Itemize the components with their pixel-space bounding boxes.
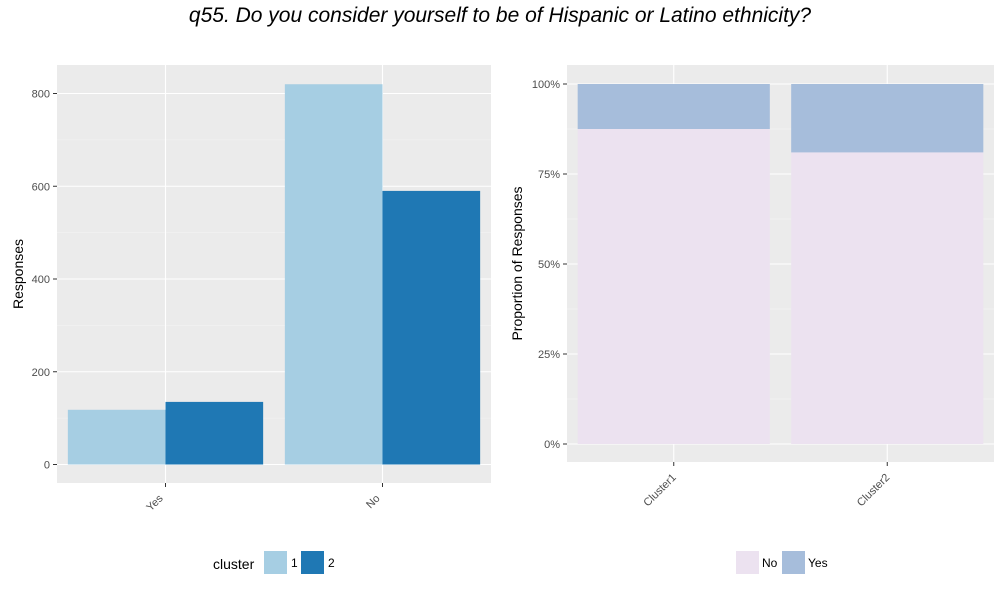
x-tick-label: Cluster1 xyxy=(641,472,678,509)
bar-no-series-2 xyxy=(382,190,481,465)
legend-label-1: 1 xyxy=(291,556,298,570)
y-tick-label: 0% xyxy=(544,439,560,451)
legend-label-no: No xyxy=(762,556,778,570)
y-axis-title: Proportion of Responses xyxy=(509,186,525,340)
y-axis-title: Responses xyxy=(10,239,26,309)
y-tick-label: 50% xyxy=(538,259,560,271)
bar-yes-series-2 xyxy=(165,401,264,465)
y-tick-label: 800 xyxy=(32,89,50,101)
legend-key-1 xyxy=(264,551,287,574)
y-tick-label: 200 xyxy=(32,367,50,379)
bar-yes-series-1 xyxy=(67,409,166,465)
bar-cluster1-yes xyxy=(577,84,770,129)
legend-title: cluster xyxy=(213,556,255,572)
x-tick-label: No xyxy=(364,493,382,511)
legend-label-2: 2 xyxy=(328,556,335,570)
bar-cluster1-no xyxy=(577,129,770,444)
x-tick-label: Cluster2 xyxy=(855,472,892,509)
bar-cluster2-yes xyxy=(791,84,984,153)
legend-key-yes xyxy=(782,551,805,574)
y-tick-label: 25% xyxy=(538,349,560,361)
x-tick-label: Yes xyxy=(144,492,166,514)
legend-key-2 xyxy=(301,551,324,574)
y-tick-label: 75% xyxy=(538,169,560,181)
proportion-stacked-chart: 0% 25% 50% 75% 100% Cluster1 Cluster2 Proportio… xyxy=(509,65,994,574)
y-tick-label: 0 xyxy=(44,460,50,472)
y-tick-label: 100% xyxy=(532,79,560,91)
bar-no-series-1 xyxy=(284,84,383,465)
chart-title: q55. Do you consider yourself to be of H… xyxy=(188,4,812,27)
legend-key-no xyxy=(736,551,759,574)
legend-label-yes: Yes xyxy=(808,556,828,570)
bar-cluster2-no xyxy=(791,152,984,444)
y-tick-label: 600 xyxy=(32,181,50,193)
responses-bar-chart: 0 200 400 600 800 Yes No Responses cluster 1 2 xyxy=(10,65,491,574)
y-tick-label: 400 xyxy=(32,274,50,286)
